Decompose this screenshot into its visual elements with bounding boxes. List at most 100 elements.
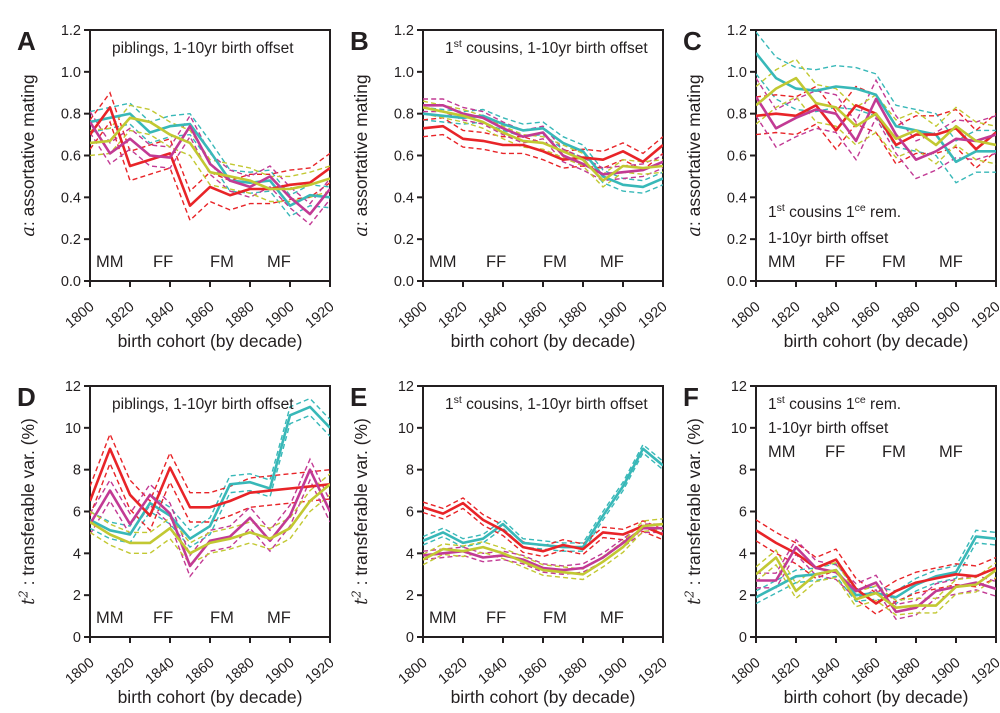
y-axis-label: a: assortative mating: [18, 74, 39, 236]
series-MM-ci-lower: [756, 542, 996, 605]
x-tick-label: 1800: [63, 655, 98, 688]
y-axis-label: a: assortative mating: [684, 74, 705, 236]
y-tick-label: 1.0: [394, 65, 414, 81]
y-axis-label: a: assortative mating: [351, 74, 372, 236]
x-tick-label: 1860: [849, 299, 884, 332]
series-FM-ci-upper: [90, 457, 330, 557]
y-tick-label: 8: [406, 463, 414, 479]
series-MM-ci-lower: [423, 451, 663, 552]
panel-E: 0 2 4 6 8 10 12 1800 1820 1840 1860 1880 1900 1920 1st…: [333, 356, 670, 712]
series-FM-ci-upper: [756, 77, 996, 142]
y-tick-label: 2: [739, 588, 747, 604]
series-FF-line: [756, 529, 996, 605]
y-axis-label: t2 : transferable var. (%): [349, 418, 372, 605]
x-tick-label: 1820: [436, 299, 471, 332]
y-tick-label: 0.4: [394, 190, 414, 206]
x-tick-label: 1880: [556, 299, 591, 332]
legend-item-MM: MM: [429, 609, 457, 627]
series-MM-ci-lower: [756, 73, 996, 184]
x-tick-label: 1920: [636, 655, 666, 688]
panel-label: E: [350, 382, 367, 412]
legend-item-MF: MF: [267, 253, 291, 271]
series-MM-line: [90, 112, 330, 207]
series-MM-line: [90, 405, 330, 540]
x-tick-label: 1900: [929, 655, 964, 688]
x-axis-label: birth cohort (by decade): [118, 331, 303, 351]
series-MF-ci-lower: [756, 563, 996, 616]
y-tick-label: 0: [739, 630, 747, 646]
series-FM-ci-lower: [423, 531, 663, 576]
y-tick-label: 0.2: [394, 232, 414, 248]
y-tick-label: 1.2: [727, 23, 747, 39]
panel-annotation: 1st cousins 1ce rem.: [768, 202, 901, 221]
series-FM-ci-upper: [423, 523, 663, 567]
series-group: [90, 397, 330, 578]
panel-annotation: piblings, 1-10yr birth offset: [112, 40, 294, 57]
x-axis-label: birth cohort (by decade): [451, 331, 636, 351]
x-tick-label: 1800: [729, 655, 764, 688]
series-FF-ci-lower: [756, 540, 996, 615]
series-group: [90, 91, 330, 226]
legend-item-FM: FM: [543, 609, 567, 627]
legend-item-MF: MF: [939, 443, 963, 461]
panel-C: 0.0 0.2 0.4 0.6 0.8 1.0 1.2 1800 1820 1840 1860 188…: [666, 0, 1000, 356]
y-tick-label: 10: [65, 421, 81, 437]
series-FM-ci-lower: [423, 110, 663, 182]
x-tick-label: 1900: [263, 299, 298, 332]
panel-annotation: 1st cousins, 1-10yr birth offset: [445, 394, 648, 413]
y-tick-label: 0.2: [61, 232, 81, 248]
legend-item-FM: FM: [882, 253, 906, 271]
y-tick-label: 0.6: [394, 149, 414, 165]
y-tick-label: 4: [739, 546, 747, 562]
series-FM-ci-upper: [756, 538, 996, 606]
series-FF-ci-upper: [90, 91, 330, 193]
series-MF-line: [423, 522, 663, 576]
y-tick-label: 8: [739, 463, 747, 479]
series-FF-line: [756, 104, 996, 151]
series-MF-ci-lower: [90, 494, 330, 565]
y-tick-label: 0.6: [727, 149, 747, 165]
plot-frame: [422, 29, 664, 282]
series-MF-ci-lower: [756, 96, 996, 165]
panel-D: 0 2 4 6 8 10 12 1800 1820 1840 1860 1880 1900 1920 pib…: [0, 356, 337, 712]
x-axis-label: birth cohort (by decade): [784, 687, 969, 707]
panel-c-chart: 0.0 0.2 0.4 0.6 0.8 1.0 1.2 1800 1820 1840 1860 188…: [683, 23, 1000, 351]
series-group: [756, 519, 996, 620]
series-MF-ci-lower: [423, 528, 663, 581]
series-FM-ci-lower: [90, 478, 330, 578]
series-MM-ci-lower: [423, 119, 663, 194]
y-tick-label: 0: [406, 630, 414, 646]
x-tick-label: 1860: [516, 299, 551, 332]
y-tick-label: 0.4: [61, 190, 81, 206]
y-tick-label: 8: [73, 463, 81, 479]
y-tick-label: 4: [406, 546, 414, 562]
x-tick-label: 1860: [849, 655, 884, 688]
panel-F: 0 2 4 6 8 10 12 1800 1820 1840 1860 1880 1900 1920 1st…: [666, 356, 1000, 712]
y-tick-label: 0.0: [61, 274, 81, 290]
y-tick-label: 1.2: [394, 23, 414, 39]
x-tick-label: 1840: [809, 655, 844, 688]
plot-frame: [422, 385, 664, 638]
x-tick-label: 1800: [729, 299, 764, 332]
series-MF-ci-upper: [423, 100, 663, 176]
legend-item-FF: FF: [486, 253, 506, 271]
x-tick-label: 1880: [889, 299, 924, 332]
y-tick-label: 12: [731, 379, 747, 395]
legend-item-MF: MF: [939, 253, 963, 271]
panel-b-chart: 0.0 0.2 0.4 0.6 0.8 1.0 1.2 1800 1820 1840 1860 188…: [350, 23, 671, 351]
x-tick-label: 1820: [769, 655, 804, 688]
legend-item-MM: MM: [429, 253, 457, 271]
series-FF-line: [90, 447, 330, 517]
y-tick-label: 0: [73, 630, 81, 646]
x-tick-label: 1900: [596, 299, 631, 332]
x-tick-label: 1800: [396, 299, 431, 332]
panel-label: C: [683, 26, 702, 56]
panel-annotation: 1-10yr birth offset: [768, 420, 889, 437]
series-MF-line: [756, 76, 996, 147]
y-tick-label: 4: [73, 546, 81, 562]
x-tick-label: 1820: [103, 299, 138, 332]
panel-annotation: piblings, 1-10yr birth offset: [112, 396, 294, 413]
x-tick-label: 1920: [303, 655, 333, 688]
x-tick-label: 1820: [769, 299, 804, 332]
series-FF-line: [90, 106, 330, 207]
